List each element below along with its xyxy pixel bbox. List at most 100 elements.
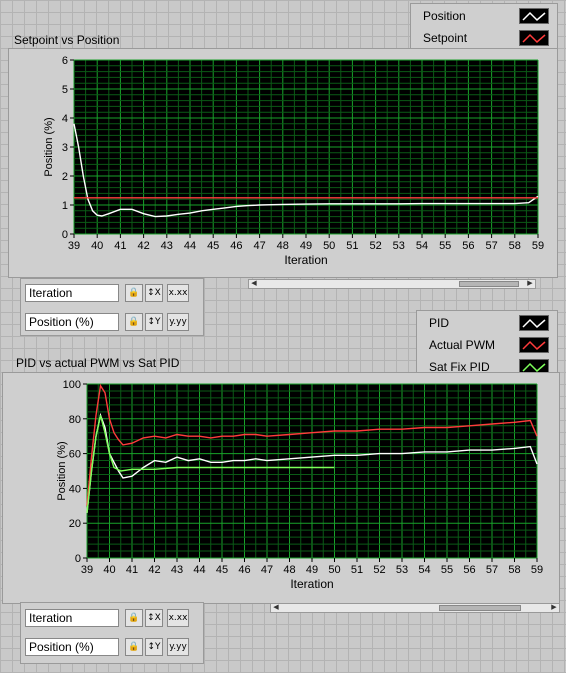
x-tick-label: 52 bbox=[373, 564, 385, 576]
legend-label: Position bbox=[423, 9, 466, 23]
y-format-icon[interactable]: y.yy bbox=[167, 313, 189, 331]
legend-chart2: PID Actual PWM Sat Fix PID bbox=[416, 310, 558, 378]
legend-label: Sat Fix PID bbox=[429, 360, 490, 374]
y-axis-label: Position (%) bbox=[43, 117, 55, 176]
legend-swatch-icon[interactable] bbox=[519, 337, 549, 353]
x-tick-label: 49 bbox=[306, 564, 318, 576]
x-tick-label: 55 bbox=[439, 240, 451, 252]
y-tick-label: 4 bbox=[62, 113, 68, 125]
x-autoscale-icon[interactable]: ↕X bbox=[145, 609, 163, 627]
y-tick-label: 2 bbox=[62, 171, 68, 183]
x-tick-label: 58 bbox=[508, 564, 520, 576]
y-tick-label: 5 bbox=[62, 84, 68, 96]
scroll-left-icon[interactable]: ◀ bbox=[251, 280, 257, 287]
x-tick-label: 58 bbox=[509, 240, 521, 252]
y-tick-label: 0 bbox=[75, 553, 81, 565]
legend-item-sat-fix-pid[interactable]: Sat Fix PID bbox=[417, 356, 557, 378]
x-tick-label: 47 bbox=[261, 564, 273, 576]
x-tick-label: 48 bbox=[283, 564, 295, 576]
x-scale-name-field[interactable]: Iteration bbox=[25, 284, 119, 302]
x-tick-label: 49 bbox=[300, 240, 312, 252]
series-line-position bbox=[73, 123, 539, 218]
legend-swatch-icon[interactable] bbox=[519, 30, 549, 46]
x-tick-label: 52 bbox=[369, 240, 381, 252]
x-scale-name-field[interactable]: Iteration bbox=[25, 609, 119, 627]
x-tick-label: 55 bbox=[441, 564, 453, 576]
scrollbar-thumb[interactable] bbox=[459, 281, 519, 287]
y-format-icon[interactable]: y.yy bbox=[167, 638, 189, 656]
chart1-plot[interactable]: 39 40 41 42 43 44 45 46 47 48 49 50 51 52 53 54 55 56 57 58… bbox=[0, 0, 566, 290]
x-tick-label: 45 bbox=[216, 564, 228, 576]
x-tick-label: 54 bbox=[418, 564, 430, 576]
y-tick-label: 20 bbox=[69, 518, 81, 530]
chart1-x-scrollbar[interactable]: ◀ ▶ bbox=[248, 279, 536, 289]
y-scale-name-field[interactable]: Position (%) bbox=[25, 313, 119, 331]
x-tick-label: 53 bbox=[396, 564, 408, 576]
legend-swatch-icon[interactable] bbox=[519, 8, 549, 24]
x-tick-label: 42 bbox=[137, 240, 149, 252]
chart1-title: Setpoint vs Position bbox=[14, 33, 120, 47]
x-tick-label: 40 bbox=[91, 240, 103, 252]
legend-label: PID bbox=[429, 316, 450, 330]
series-line-pid bbox=[86, 412, 538, 513]
lock-icon[interactable]: 🔒 bbox=[125, 284, 143, 302]
y-tick-label: 60 bbox=[69, 449, 81, 461]
x-tick-label: 43 bbox=[171, 564, 183, 576]
x-tick-label: 50 bbox=[323, 240, 335, 252]
legend-swatch-icon[interactable] bbox=[519, 315, 549, 331]
x-tick-label: 43 bbox=[161, 240, 173, 252]
legend-item-position[interactable]: Position bbox=[411, 5, 557, 27]
x-format-icon[interactable]: x.xx bbox=[167, 284, 189, 302]
lock-icon[interactable]: 🔒 bbox=[125, 609, 143, 627]
legend-item-pid[interactable]: PID bbox=[417, 312, 557, 334]
x-tick-label: 59 bbox=[531, 564, 543, 576]
legend-label: Actual PWM bbox=[429, 338, 496, 352]
y-tick-label: 3 bbox=[62, 142, 68, 154]
x-tick-label: 40 bbox=[103, 564, 115, 576]
x-tick-label: 56 bbox=[462, 240, 474, 252]
x-tick-label: 45 bbox=[207, 240, 219, 252]
series-line-actual-pwm bbox=[86, 383, 538, 506]
lock-icon[interactable]: 🔒 bbox=[125, 313, 143, 331]
series-line-sat-fix-pid bbox=[86, 415, 335, 513]
x-tick-label: 50 bbox=[328, 564, 340, 576]
scroll-left-icon[interactable]: ◀ bbox=[273, 604, 279, 611]
scroll-right-icon[interactable]: ▶ bbox=[551, 604, 557, 611]
legend-label: Setpoint bbox=[423, 31, 468, 45]
x-axis-label: Iteration bbox=[290, 577, 333, 591]
x-tick-label: 39 bbox=[81, 564, 93, 576]
chart2-scale-controls: Iteration 🔒 ↕X x.xx Position (%) 🔒 ↕Y y.… bbox=[20, 602, 204, 664]
x-tick-label: 56 bbox=[463, 564, 475, 576]
legend-item-actual-pwm[interactable]: Actual PWM bbox=[417, 334, 557, 356]
scrollbar-thumb[interactable] bbox=[439, 605, 521, 611]
chart1-scale-controls: Iteration 🔒 ↕X x.xx Position (%) 🔒 ↕Y y.… bbox=[20, 278, 204, 336]
x-tick-label: 44 bbox=[193, 564, 205, 576]
legend-chart1: Position Setpoint bbox=[410, 3, 558, 49]
x-tick-label: 54 bbox=[416, 240, 428, 252]
x-format-icon[interactable]: x.xx bbox=[167, 609, 189, 627]
lock-icon[interactable]: 🔒 bbox=[125, 638, 143, 656]
scroll-right-icon[interactable]: ▶ bbox=[527, 280, 533, 287]
x-tick-label: 41 bbox=[114, 240, 126, 252]
y-axis-label: Position (%) bbox=[56, 441, 68, 500]
y-tick-label: 0 bbox=[62, 229, 68, 241]
x-tick-label: 59 bbox=[532, 240, 544, 252]
x-tick-label: 44 bbox=[184, 240, 196, 252]
x-tick-label: 42 bbox=[148, 564, 160, 576]
x-tick-label: 47 bbox=[253, 240, 265, 252]
y-autoscale-icon[interactable]: ↕Y bbox=[145, 638, 163, 656]
x-autoscale-icon[interactable]: ↕X bbox=[145, 284, 163, 302]
y-tick-label: 100 bbox=[63, 379, 81, 391]
y-tick-label: 6 bbox=[62, 55, 68, 67]
chart2-x-scrollbar[interactable]: ◀ ▶ bbox=[270, 603, 560, 613]
x-tick-label: 46 bbox=[230, 240, 242, 252]
chart2-title: PID vs actual PWM vs Sat PID bbox=[16, 356, 180, 370]
y-tick-label: 40 bbox=[69, 483, 81, 495]
legend-item-setpoint[interactable]: Setpoint bbox=[411, 27, 557, 49]
x-tick-label: 48 bbox=[277, 240, 289, 252]
x-tick-label: 41 bbox=[126, 564, 138, 576]
y-autoscale-icon[interactable]: ↕Y bbox=[145, 313, 163, 331]
y-scale-name-field[interactable]: Position (%) bbox=[25, 638, 119, 656]
x-tick-label: 51 bbox=[346, 240, 358, 252]
